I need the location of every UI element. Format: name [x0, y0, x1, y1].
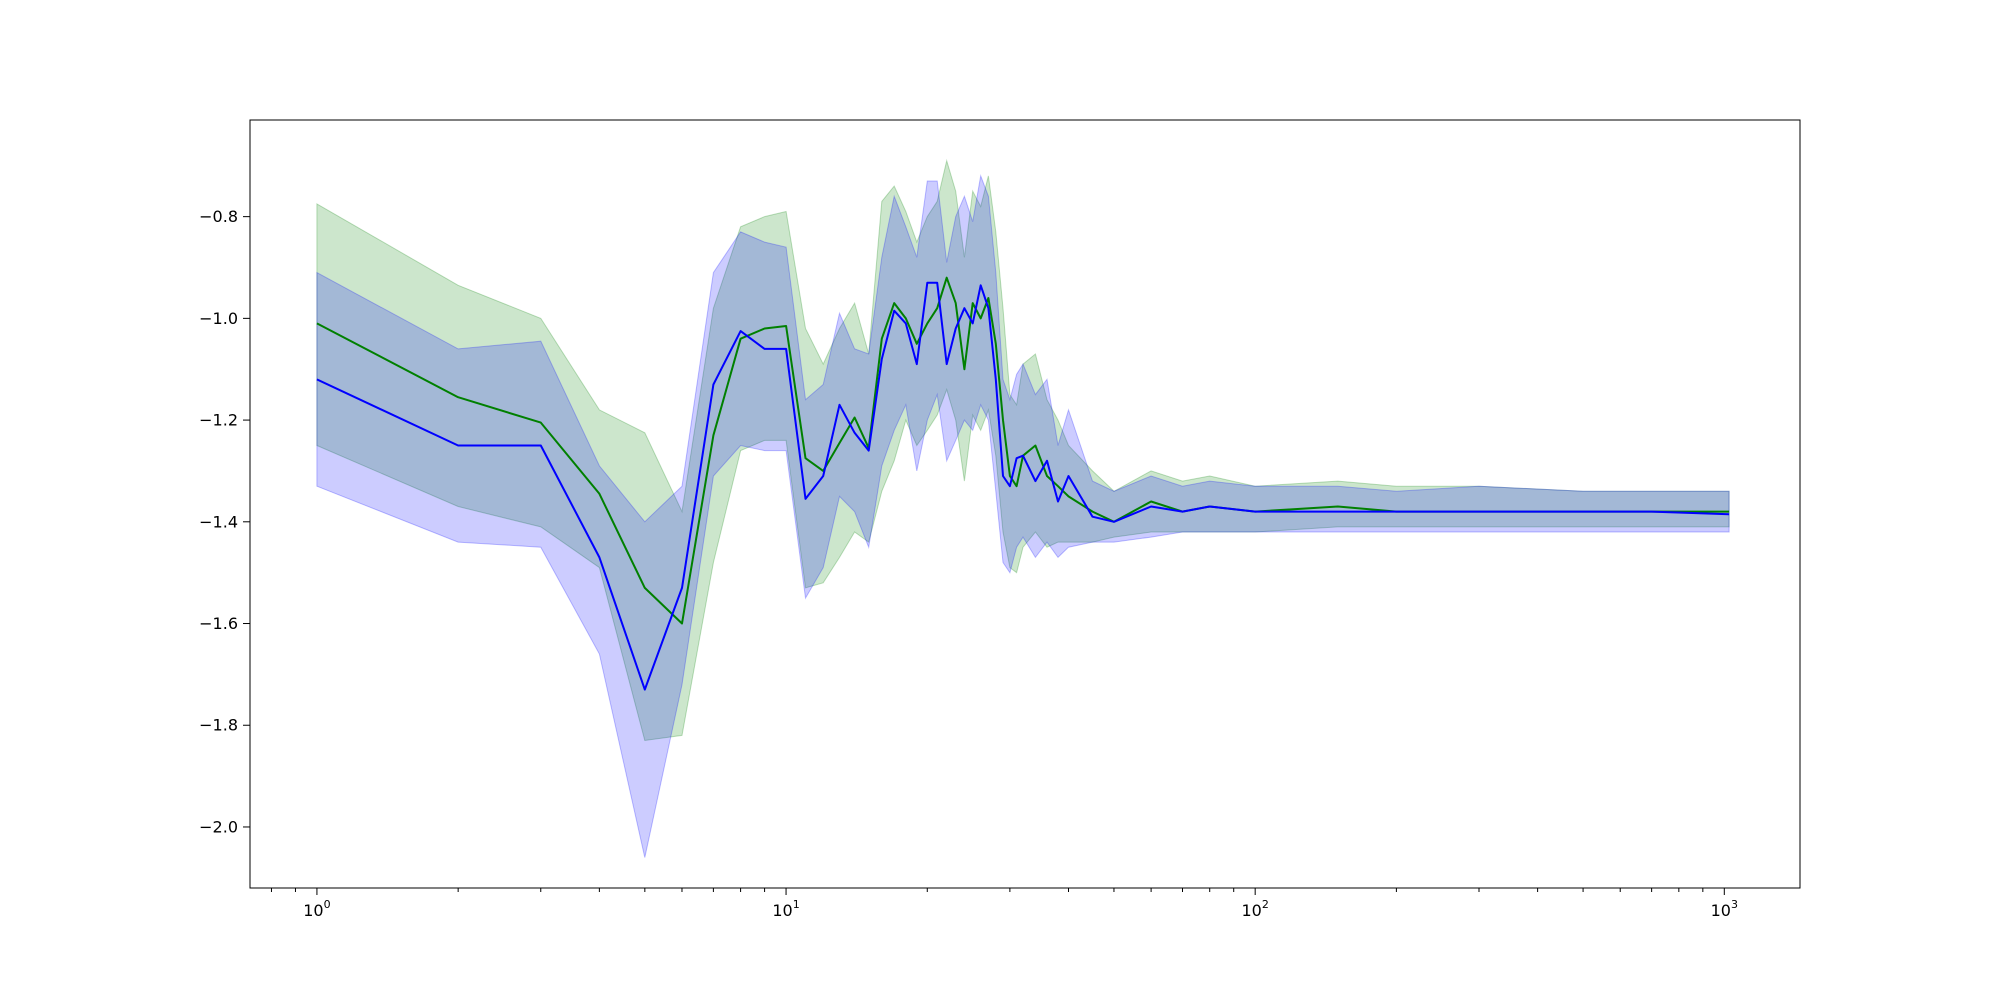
- x-tick-label: 102: [1241, 898, 1268, 920]
- y-tick-label: −0.8: [199, 207, 238, 226]
- x-axis: 100 101 102 103: [270, 888, 1738, 920]
- series-lines: [316, 276, 1730, 691]
- y-tick-label: −1.2: [199, 411, 238, 430]
- y-tick-label: −1.8: [199, 716, 238, 735]
- confidence-bands: [316, 158, 1730, 858]
- y-tick-label: −1.4: [199, 512, 238, 531]
- y-tick-label: −2.0: [199, 817, 238, 836]
- series-1-band: [316, 158, 1730, 742]
- series-2-line: [316, 281, 1730, 691]
- x-tick-label: 100: [303, 898, 330, 920]
- plot-area-frame: [249, 119, 1801, 889]
- y-tick-label: −1.6: [199, 614, 238, 633]
- y-axis: −0.8 −1.0 −1.2 −1.4 −1.6 −1.8 −2.0: [199, 207, 250, 836]
- y-tick-label: −1.0: [199, 309, 238, 328]
- series-2-band: [316, 174, 1730, 858]
- x-tick-label: 101: [772, 898, 799, 920]
- x-tick-label: 103: [1711, 898, 1738, 920]
